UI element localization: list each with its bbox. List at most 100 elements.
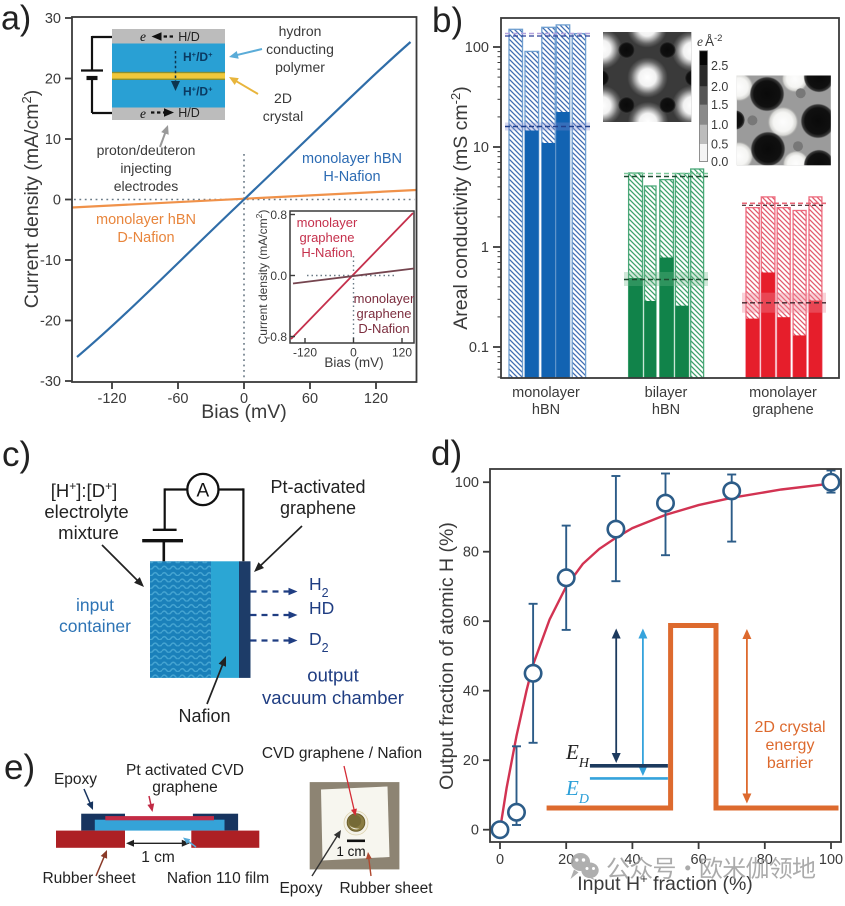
svg-text:120: 120 (392, 346, 412, 360)
svg-text:Output fraction of atomic H (%: Output fraction of atomic H (%) (436, 522, 458, 790)
svg-text:100: 100 (455, 475, 479, 491)
svg-text:1 cm: 1 cm (336, 844, 365, 859)
svg-text:crystal: crystal (263, 108, 303, 124)
svg-text:graphene: graphene (280, 498, 356, 518)
svg-text:input: input (76, 595, 114, 615)
svg-text:40: 40 (463, 684, 479, 700)
svg-text:monolayer: monolayer (512, 385, 580, 401)
svg-text:polymer: polymer (275, 59, 325, 75)
svg-text:20: 20 (45, 72, 61, 88)
svg-text:bilayer: bilayer (645, 385, 688, 401)
svg-text:120: 120 (364, 391, 388, 407)
svg-text:20: 20 (463, 753, 479, 769)
svg-text:Current density (mA/cm2): Current density (mA/cm2) (254, 210, 270, 345)
svg-text:[H+]:[D+]: [H+]:[D+] (51, 479, 117, 501)
svg-text:c): c) (2, 435, 31, 474)
svg-text:0.1: 0.1 (469, 340, 489, 356)
svg-text:H-Nafion: H-Nafion (301, 245, 352, 260)
svg-text:Rubber sheet: Rubber sheet (339, 880, 433, 897)
svg-text:0: 0 (350, 346, 357, 360)
svg-text:H/D: H/D (178, 106, 200, 120)
svg-text:Nafion: Nafion (178, 706, 230, 726)
svg-text:monolayer: monolayer (297, 215, 358, 230)
svg-text:-60: -60 (168, 391, 189, 407)
svg-text:hydron: hydron (279, 23, 322, 39)
svg-text:container: container (59, 616, 131, 636)
svg-text:2.5: 2.5 (711, 59, 728, 73)
svg-text:barrier: barrier (767, 755, 814, 772)
svg-text:30: 30 (45, 11, 61, 27)
svg-text:0.0: 0.0 (270, 269, 287, 283)
svg-text:Epoxy: Epoxy (279, 880, 322, 897)
svg-text:Bias (mV): Bias (mV) (324, 355, 383, 370)
svg-text:injecting: injecting (120, 160, 171, 176)
svg-text:H-Nafion: H-Nafion (323, 169, 380, 185)
svg-text:proton/deuteron: proton/deuteron (97, 142, 196, 158)
svg-text:b): b) (432, 1, 463, 40)
svg-text:electrolyte: electrolyte (44, 501, 128, 522)
svg-text:electrodes: electrodes (114, 178, 179, 194)
svg-text:0: 0 (496, 852, 504, 868)
svg-text:monolayer hBN: monolayer hBN (302, 151, 402, 167)
svg-text:energy: energy (766, 737, 815, 754)
svg-text:-120: -120 (293, 346, 317, 360)
svg-text:Nafion 110 film: Nafion 110 film (167, 870, 269, 887)
svg-text:1: 1 (481, 240, 489, 256)
svg-text:1.5: 1.5 (711, 98, 728, 112)
svg-text:0.5: 0.5 (711, 137, 728, 151)
svg-text:Pt activated CVD: Pt activated CVD (126, 762, 244, 779)
svg-text:60: 60 (463, 614, 479, 630)
svg-text:-30: -30 (40, 374, 61, 390)
svg-text:Current density (mA/cm2): Current density (mA/cm2) (19, 90, 44, 309)
svg-text:H/D: H/D (178, 30, 200, 44)
svg-text:Areal conductivity (mS cm-2): Areal conductivity (mS cm-2) (448, 86, 473, 329)
svg-text:e: e (140, 29, 146, 44)
svg-text:graphene: graphene (357, 306, 412, 321)
svg-text:2.0: 2.0 (711, 80, 728, 94)
svg-text:hBN: hBN (532, 402, 560, 418)
svg-text:0: 0 (471, 823, 479, 839)
svg-text:mixture: mixture (58, 522, 119, 543)
svg-text:hBN: hBN (652, 402, 680, 418)
svg-text:e): e) (4, 748, 35, 787)
svg-text:output: output (307, 665, 358, 686)
svg-text:e: e (697, 34, 703, 49)
svg-text:1 cm: 1 cm (141, 849, 175, 866)
svg-text:graphene: graphene (300, 230, 355, 245)
svg-text:-20: -20 (40, 314, 61, 330)
svg-text:10: 10 (473, 140, 489, 156)
svg-text:-120: -120 (97, 391, 126, 407)
svg-text:a): a) (1, 0, 31, 38)
svg-text:Input H+ fraction (%): Input H+ fraction (%) (577, 871, 753, 896)
svg-text:HD: HD (309, 598, 334, 618)
svg-text:0: 0 (53, 193, 61, 209)
svg-text:2D: 2D (274, 90, 292, 106)
svg-text:-10: -10 (40, 253, 61, 269)
svg-text:0: 0 (240, 391, 248, 407)
svg-text:d): d) (431, 434, 462, 473)
svg-text:conducting: conducting (266, 41, 334, 57)
svg-text:Rubber sheet: Rubber sheet (42, 870, 136, 887)
svg-text:Bias (mV): Bias (mV) (201, 401, 287, 423)
svg-text:Pt-activated: Pt-activated (270, 477, 365, 497)
svg-text:H+/D+: H+/D+ (183, 50, 213, 65)
svg-text:0.0: 0.0 (711, 155, 728, 169)
svg-text:A: A (197, 480, 210, 501)
svg-text:100: 100 (819, 852, 843, 868)
svg-text:CVD graphene / Nafion: CVD graphene / Nafion (262, 745, 422, 762)
svg-text:monolayer hBN: monolayer hBN (96, 212, 196, 228)
svg-text:D-Nafion: D-Nafion (358, 321, 409, 336)
svg-text:80: 80 (463, 545, 479, 561)
svg-text:monolayer: monolayer (749, 385, 817, 401)
svg-text:graphene: graphene (752, 402, 813, 418)
svg-text:D-Nafion: D-Nafion (117, 230, 174, 246)
svg-text:Epoxy: Epoxy (54, 771, 97, 788)
svg-text:10: 10 (45, 132, 61, 148)
svg-text:H+/D+: H+/D+ (183, 84, 213, 99)
svg-text:2D crystal: 2D crystal (754, 719, 825, 736)
svg-text:1.0: 1.0 (711, 118, 728, 132)
svg-text:graphene: graphene (152, 779, 218, 796)
svg-text:-0.8: -0.8 (266, 330, 287, 344)
svg-text:60: 60 (691, 852, 707, 868)
svg-text:0.8: 0.8 (270, 208, 287, 222)
